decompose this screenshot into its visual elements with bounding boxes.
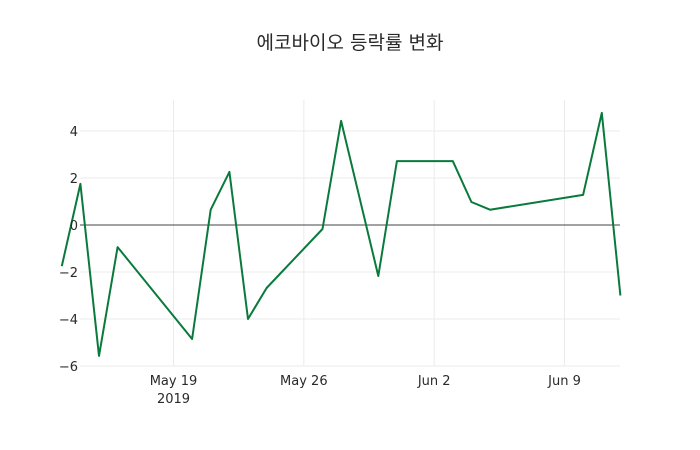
y-tick-label: −4 <box>59 313 78 328</box>
y-tick-label: −2 <box>59 266 78 281</box>
x-tick-label: Jun 9 <box>547 374 581 389</box>
x-tick-label: May 19 <box>150 374 198 389</box>
y-axis-ticks: 4 2 0 −2 −4 −6 <box>59 125 78 375</box>
x-tick-label: May 26 <box>280 374 328 389</box>
x-axis-ticks: May 19 2019 May 26 Jun 2 Jun 9 <box>150 374 581 407</box>
y-tick-label: 0 <box>70 219 78 234</box>
y-tick-label: −6 <box>59 360 78 375</box>
x-tick-year-label: 2019 <box>157 392 190 407</box>
y-tick-label: 4 <box>70 125 78 140</box>
y-tick-label: 2 <box>70 172 78 187</box>
series-line <box>60 111 622 357</box>
x-tick-label: Jun 2 <box>417 374 451 389</box>
chart-title: 에코바이오 등락률 변화 <box>256 32 444 54</box>
grid-lines <box>80 100 620 367</box>
data-series <box>60 111 622 357</box>
